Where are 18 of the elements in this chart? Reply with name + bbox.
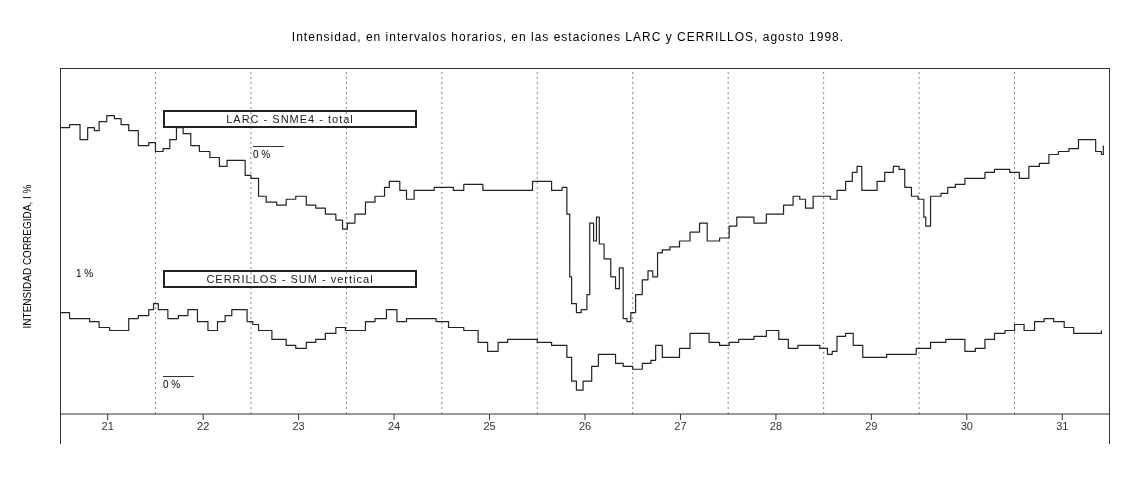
x-tick-label: 31 — [1056, 419, 1069, 432]
x-tick-label: 30 — [960, 419, 973, 432]
x-tick-label: 29 — [865, 419, 878, 432]
x-tick-label: 23 — [292, 419, 305, 432]
x-tick-label: 28 — [769, 419, 783, 432]
annotation: 0 % — [163, 376, 195, 390]
x-tick-label: 21 — [101, 419, 114, 432]
annotation: 1 % — [76, 267, 95, 279]
chart-title: Intensidad, en intervalos horarios, en las estaciones LARC y CERRILLOS, agosto 1998. — [290, 30, 846, 44]
x-tick-label: 25 — [483, 419, 496, 432]
y-axis-title: INTENSIDAD CORREGIDA, I % — [22, 184, 34, 328]
x-tick-label: 22 — [197, 419, 210, 432]
text: CERRILLOS - SUM - vertical — [163, 270, 417, 288]
annotation: 0 % — [253, 146, 285, 160]
text: LARC - SNME4 - total — [163, 110, 417, 128]
x-tick-label: 27 — [674, 419, 687, 432]
x-tick-label: 24 — [387, 419, 401, 432]
x-tick-label: 26 — [578, 419, 592, 432]
